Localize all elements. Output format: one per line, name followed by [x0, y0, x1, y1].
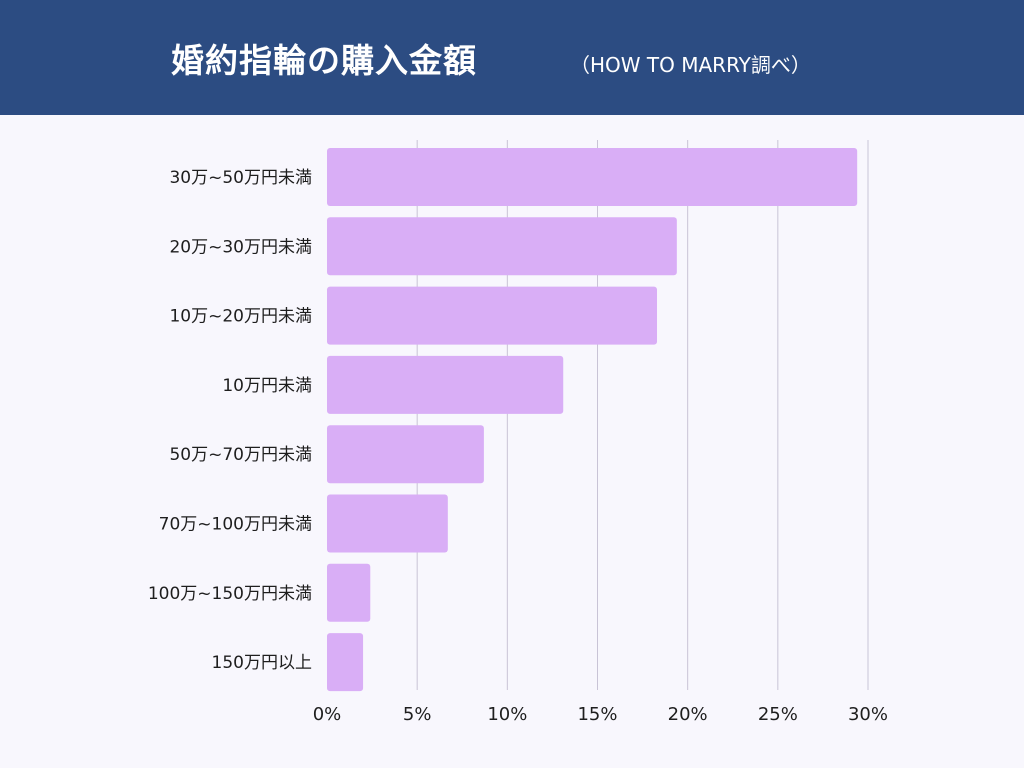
chart-source-note: （HOW TO MARRY調べ）	[570, 53, 811, 77]
category-label-1: 20万~30万円未満	[169, 237, 312, 257]
x-tick-labels: 0% 5% 10% 15% 20% 25% 30%	[313, 704, 888, 725]
category-label-7: 150万円以上	[212, 653, 312, 673]
x-tick-label-15: 15%	[577, 704, 617, 725]
header-banner: 婚約指輪の購入金額 （HOW TO MARRY調べ）	[0, 0, 1024, 115]
category-label-0: 30万~50万円未満	[169, 168, 312, 188]
category-label-2: 10万~20万円未満	[169, 307, 312, 327]
x-tick-label-5: 5%	[403, 704, 432, 725]
category-label-3: 10万円未満	[222, 376, 312, 396]
bar-2	[327, 286, 658, 345]
bar-4	[327, 425, 484, 484]
bar-0	[327, 148, 858, 206]
x-tick-label-25: 25%	[758, 704, 798, 725]
x-tick-label-10: 10%	[487, 704, 527, 725]
category-label-4: 50万~70万円未満	[169, 445, 312, 465]
bar-5	[327, 494, 448, 553]
category-label-5: 70万~100万円未満	[159, 515, 312, 535]
category-labels: 30万~50万円未満 20万~30万円未満 10万~20万円未満 10万円未満 50万~…	[148, 168, 312, 673]
x-tick-label-0: 0%	[313, 704, 342, 725]
bar-7	[327, 633, 364, 692]
bars	[327, 148, 858, 692]
category-label-6: 100万~150万円未満	[148, 584, 312, 604]
bar-3	[327, 355, 564, 414]
chart-title: 婚約指輪の購入金額	[171, 41, 477, 80]
x-tick-label-20: 20%	[668, 704, 708, 725]
bar-1	[327, 217, 677, 276]
bar-6	[327, 563, 371, 622]
x-tick-label-30: 30%	[848, 704, 888, 725]
